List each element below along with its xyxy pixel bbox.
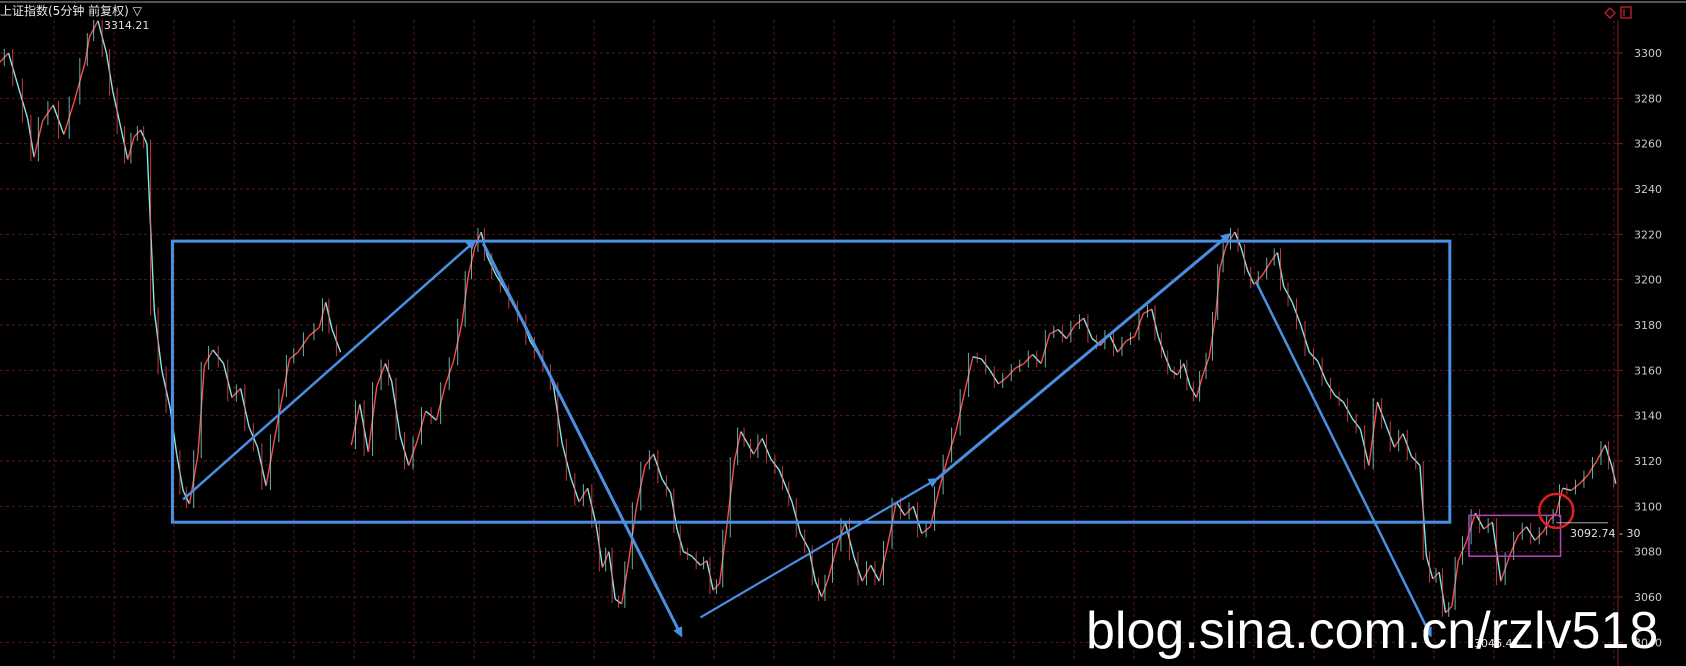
grid-layer	[0, 20, 1618, 660]
watermark: blog.sina.com.cn/rzlv518	[1086, 602, 1658, 660]
y-tick-label: 3100	[1634, 500, 1662, 513]
title-bar	[0, 0, 1686, 20]
y-tick-label: 3240	[1634, 183, 1662, 196]
y-tick-label: 3220	[1634, 228, 1662, 241]
y-tick-label: 3060	[1634, 591, 1662, 604]
price-label: 3092.74 - 30	[1570, 527, 1640, 540]
low-label: 3046.47	[1474, 637, 1520, 650]
y-tick-label: 3280	[1634, 92, 1662, 105]
diamond-icon[interactable]	[1604, 7, 1616, 19]
trend-arrow	[182, 239, 477, 501]
annotation-layer: 3092.74 - 30 3314.21 3046.47	[104, 19, 1641, 650]
trend-arrow	[1254, 281, 1432, 638]
range-rectangle	[170, 239, 1452, 524]
y-tick-label: 3200	[1634, 274, 1662, 287]
y-tick-label: 3140	[1634, 410, 1662, 423]
trend-arrow	[699, 478, 939, 619]
y-tick-label: 3120	[1634, 455, 1662, 468]
y-tick-label: 3160	[1634, 364, 1662, 377]
trend-arrow	[935, 233, 1232, 481]
breakout-circle	[1538, 492, 1575, 530]
y-tick-label: 3080	[1634, 546, 1662, 559]
y-tick-label: 3300	[1634, 47, 1662, 60]
price-series	[0, 16, 1617, 617]
y-tick-label: 3180	[1634, 319, 1662, 332]
chart-title: 上证指数(5分钟 前复权) ▽	[0, 3, 143, 18]
peak-label: 3314.21	[104, 19, 150, 32]
y-tick-label: 3040	[1634, 636, 1662, 649]
trend-arrow	[481, 242, 683, 638]
maximize-icon[interactable]	[1620, 6, 1632, 19]
consolidation-box	[1468, 514, 1562, 557]
y-tick-label: 3260	[1634, 138, 1662, 151]
y-axis: 3300 3280 3260 3240 3220 3200 3180 3160 3140 3120…	[1618, 47, 1662, 649]
